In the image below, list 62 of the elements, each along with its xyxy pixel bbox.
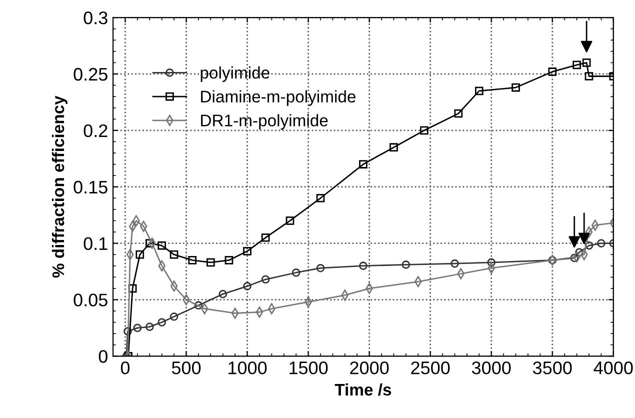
point bbox=[145, 322, 154, 331]
point bbox=[170, 250, 178, 259]
point bbox=[572, 60, 581, 70]
point bbox=[243, 247, 252, 256]
x-tick-label: 2500 bbox=[411, 361, 450, 374]
x-tick-label: 3500 bbox=[532, 361, 572, 374]
point bbox=[170, 312, 178, 321]
point bbox=[582, 58, 591, 67]
point bbox=[261, 233, 270, 242]
point bbox=[450, 259, 459, 268]
point bbox=[128, 284, 137, 293]
y-tick-label: 0.25 bbox=[74, 68, 108, 81]
point bbox=[390, 143, 398, 152]
x-tick-label: 4000 bbox=[594, 361, 633, 374]
point bbox=[292, 268, 300, 277]
point bbox=[570, 254, 579, 262]
y-axis-title: % diffraction efficiency bbox=[52, 96, 68, 278]
point bbox=[158, 318, 166, 326]
legend-label: polyimide bbox=[200, 66, 270, 82]
point bbox=[194, 301, 203, 310]
point bbox=[454, 109, 463, 118]
point bbox=[597, 239, 606, 248]
point bbox=[145, 239, 154, 248]
y-tick-label: 0.15 bbox=[74, 180, 108, 194]
x-tick-label: 3000 bbox=[472, 361, 511, 374]
x-tick-label: 1500 bbox=[290, 361, 328, 374]
point bbox=[512, 83, 520, 92]
legend-label: Diamine-m-polyimide bbox=[201, 90, 356, 106]
point bbox=[548, 68, 557, 76]
point bbox=[286, 216, 294, 225]
point bbox=[584, 241, 594, 250]
point bbox=[575, 248, 584, 256]
point bbox=[487, 258, 496, 267]
point bbox=[133, 324, 142, 332]
x-tick-label: 1000 bbox=[228, 361, 267, 374]
point bbox=[206, 258, 215, 267]
point bbox=[359, 160, 368, 168]
point bbox=[224, 256, 234, 264]
x-tick-label: 500 bbox=[172, 361, 201, 374]
point bbox=[261, 275, 270, 284]
y-tick-label: 0.1 bbox=[84, 237, 108, 250]
point bbox=[316, 194, 325, 202]
y-tick-label: 0.05 bbox=[74, 294, 108, 306]
point bbox=[218, 290, 228, 298]
y-tick-label: 0.3 bbox=[84, 11, 108, 24]
point bbox=[243, 282, 252, 290]
x-axis-title: Time /s bbox=[334, 383, 392, 396]
point bbox=[316, 264, 325, 272]
point bbox=[584, 72, 594, 80]
legend-label: DR1-m-polyimide bbox=[201, 114, 328, 130]
point bbox=[474, 86, 484, 96]
point bbox=[402, 260, 410, 269]
y-tick-label: 0 bbox=[98, 350, 108, 363]
y-tick-label: 0.2 bbox=[84, 124, 108, 138]
point bbox=[359, 262, 368, 270]
point bbox=[136, 250, 144, 259]
point bbox=[158, 241, 166, 250]
x-tick-label: 2000 bbox=[350, 361, 389, 374]
point bbox=[420, 126, 428, 135]
point bbox=[188, 256, 197, 264]
x-tick-label: 0 bbox=[120, 361, 130, 374]
point bbox=[124, 327, 132, 336]
